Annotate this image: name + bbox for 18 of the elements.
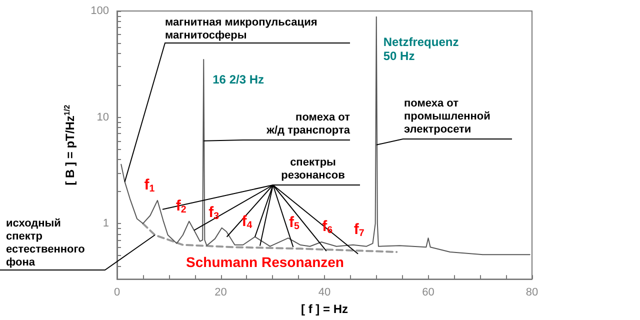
line-series [120, 16, 530, 256]
x-tick-label: 20 [214, 286, 227, 299]
y-tick-label: 1 [102, 218, 109, 230]
annotation: помеха от промышленной электросети [404, 98, 490, 136]
x-tick-label: 80 [526, 286, 538, 299]
x-tick-label: 60 [422, 286, 434, 299]
annotation: Netzfrequenz 50 Hz [383, 34, 459, 63]
y-tick-label: 100 [90, 5, 109, 17]
x-tick-label: 0 [114, 286, 120, 299]
annotation: Schumann Resonanzen [186, 254, 344, 270]
annotation: 16 2/3 Hz [212, 72, 264, 86]
x-axis-title: [ f ] = Hz [301, 302, 348, 316]
annotation: исходный спектр естественного фона [6, 218, 86, 268]
x-tick-label: 40 [318, 286, 331, 299]
annotation: магнитная микропульсация магнитосферы [165, 16, 318, 42]
annotation: спектры резонансов [281, 156, 346, 182]
annotation: помеха от ж/д транспорта [266, 112, 351, 136]
y-tick-label: 10 [96, 111, 109, 124]
